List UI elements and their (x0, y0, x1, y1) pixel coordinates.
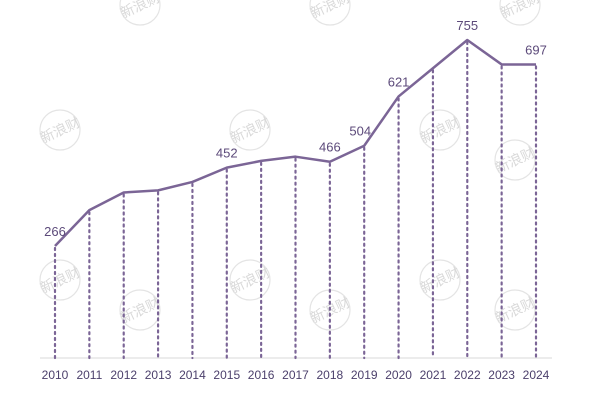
watermark-text: 新浪财 (118, 0, 163, 22)
watermark-ring (494, 139, 536, 181)
watermark: 新浪财 (498, 0, 543, 26)
x-tick-2022: 2022 (454, 368, 481, 382)
data-label-2018: 466 (319, 140, 341, 155)
x-tick-2019: 2019 (351, 368, 378, 382)
data-label-2010: 266 (44, 224, 66, 239)
watermark: 新浪财 (228, 259, 273, 301)
x-tick-2012: 2012 (110, 368, 137, 382)
data-label-2019: 504 (349, 124, 371, 139)
x-tick-2018: 2018 (317, 368, 344, 382)
watermark-text: 新浪财 (498, 0, 543, 22)
watermark-ring (499, 0, 541, 26)
x-tick-2016: 2016 (248, 368, 275, 382)
x-tick-2024: 2024 (523, 368, 550, 382)
x-tick-2020: 2020 (385, 368, 412, 382)
x-tick-2013: 2013 (145, 368, 172, 382)
watermark: 新浪财 (418, 259, 463, 301)
x-tick-2011: 2011 (76, 368, 102, 382)
data-label-2015: 452 (216, 146, 238, 161)
watermark-text: 新浪财 (308, 0, 353, 22)
watermark-ring (39, 259, 81, 301)
watermark: 新浪财 (493, 139, 538, 181)
watermark: 新浪财 (118, 0, 163, 26)
x-tick-2021: 2021 (420, 368, 447, 382)
x-tick-2023: 2023 (488, 368, 515, 382)
data-label-2020: 621 (388, 74, 410, 89)
series-line (54, 38, 536, 247)
x-tick-2015: 2015 (213, 368, 240, 382)
watermark-ring (494, 289, 536, 331)
watermark-ring (419, 259, 461, 301)
watermark-ring (419, 109, 461, 151)
data-label-2022: 755 (456, 18, 478, 33)
watermark: 新浪财 (308, 0, 353, 26)
watermark: 新浪财 (418, 109, 463, 151)
watermark: 新浪财 (228, 109, 273, 151)
watermark: 新浪财 (38, 109, 83, 151)
x-tick-2014: 2014 (179, 368, 206, 382)
watermark-ring (229, 109, 271, 151)
data-labels: 266 452 466 504 621 755 697 (44, 18, 547, 239)
watermark-ring (39, 109, 81, 151)
watermark-ring (229, 259, 271, 301)
watermark: 新浪财 (38, 259, 83, 301)
x-axis-ticks: 2010 2011 2012 2013 2014 2015 2016 2017 2018 2019… (42, 368, 550, 382)
x-tick-2017: 2017 (282, 368, 309, 382)
watermark: 新浪财 (493, 289, 538, 331)
x-tick-2010: 2010 (42, 368, 69, 382)
data-label-2024: 697 (525, 42, 547, 57)
watermark-ring (309, 0, 351, 26)
watermark-ring (119, 0, 161, 26)
watermark-ring (119, 289, 161, 331)
drop-lines (53, 40, 538, 360)
